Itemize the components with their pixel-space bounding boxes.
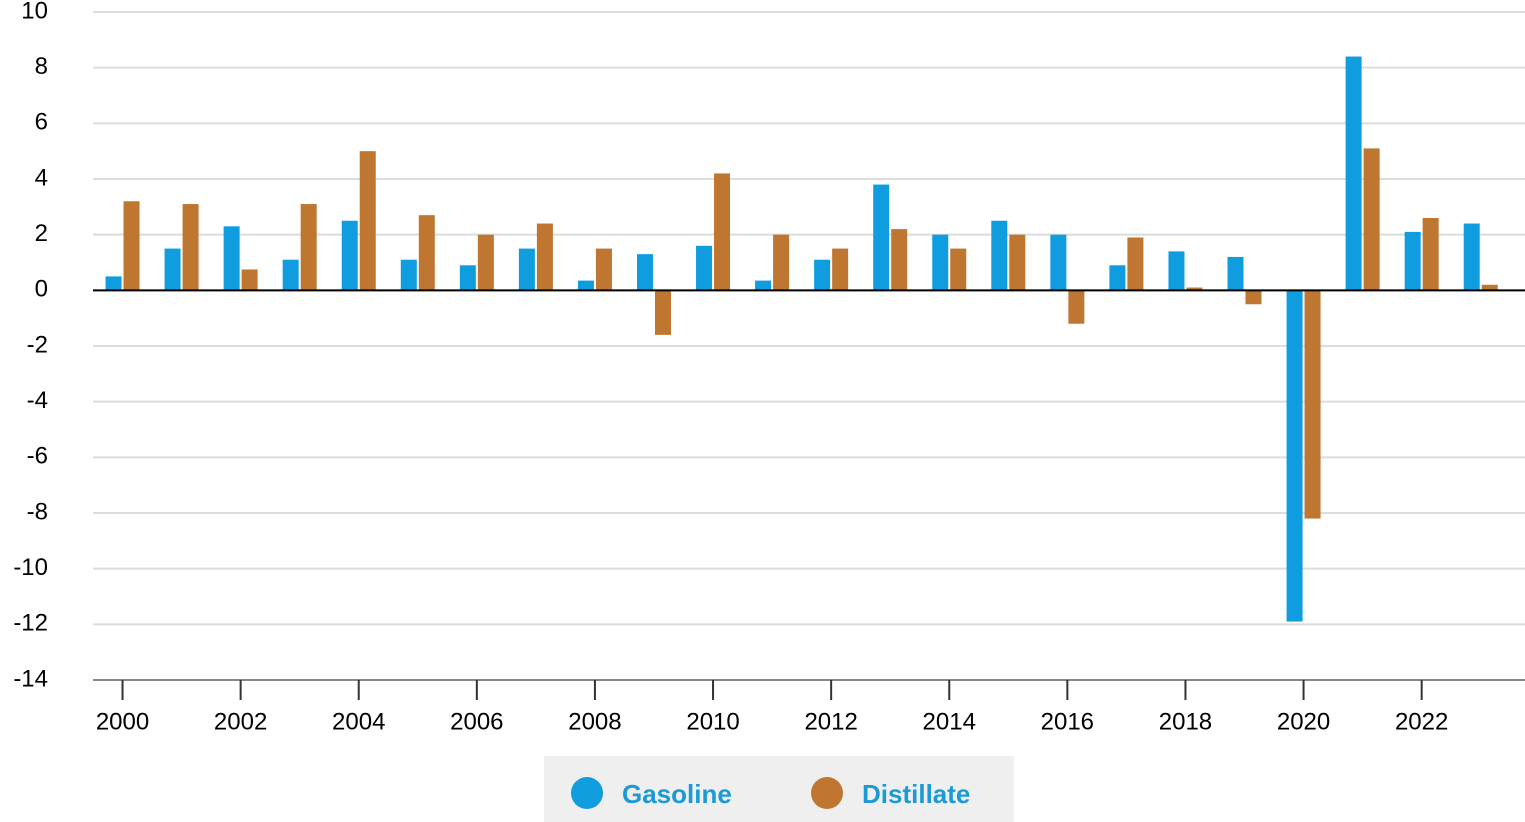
- bar: [773, 234, 790, 291]
- bar: [1304, 290, 1321, 519]
- bar: [1481, 284, 1498, 291]
- bar: [1109, 265, 1126, 291]
- bar: [477, 234, 494, 291]
- bar: [950, 248, 967, 291]
- bar: [654, 290, 671, 335]
- bar: [714, 173, 731, 291]
- bar: [1245, 290, 1262, 305]
- bar: [1127, 237, 1144, 291]
- bar: [1345, 56, 1362, 291]
- bar: [105, 276, 122, 291]
- bar: [595, 248, 612, 291]
- x-tick-label: 2020: [1277, 708, 1330, 735]
- bar: [418, 215, 435, 291]
- y-tick-label: 4: [35, 164, 48, 191]
- y-tick-label: -2: [27, 331, 48, 358]
- bar: [1286, 290, 1303, 622]
- y-tick-label: -8: [27, 498, 48, 525]
- bar: [1404, 231, 1421, 291]
- legend-label: Distillate: [862, 779, 970, 809]
- x-tick-label: 2008: [568, 708, 621, 735]
- bar: [873, 184, 890, 291]
- bar: [1463, 223, 1480, 291]
- bar: [932, 234, 949, 291]
- bar: [1227, 256, 1244, 291]
- x-tick-label: 2018: [1159, 708, 1212, 735]
- bar: [696, 245, 713, 291]
- x-tick-label: 2016: [1041, 708, 1094, 735]
- x-tick-label: 2002: [214, 708, 267, 735]
- bar: [282, 259, 299, 291]
- bar: [1186, 287, 1203, 291]
- bar: [182, 204, 199, 291]
- bar: [755, 280, 772, 291]
- y-tick-label: -12: [13, 610, 48, 637]
- x-tick-label: 2014: [923, 708, 976, 735]
- y-tick-label: 0: [35, 276, 48, 303]
- bar: [577, 280, 594, 291]
- x-tick-label: 2010: [686, 708, 739, 735]
- bar: [636, 254, 653, 291]
- bar: [991, 220, 1008, 291]
- bar: [1422, 217, 1439, 291]
- y-tick-label: 6: [35, 109, 48, 136]
- legend-swatch: [811, 777, 843, 809]
- bar: [400, 259, 417, 291]
- y-tick-label: 8: [35, 53, 48, 80]
- bar: [518, 248, 535, 291]
- bar: [459, 265, 476, 291]
- legend-box: [544, 756, 1014, 822]
- bar: [1168, 251, 1185, 291]
- bar: [1050, 234, 1067, 291]
- bar: [1009, 234, 1026, 291]
- legend-label: Gasoline: [622, 779, 732, 809]
- x-tick-label: 2006: [450, 708, 503, 735]
- bar: [341, 220, 358, 291]
- y-tick-label: -10: [13, 554, 48, 581]
- bar: [1068, 290, 1085, 324]
- bar: [300, 204, 317, 291]
- y-tick-label: 2: [35, 220, 48, 247]
- bar: [241, 269, 258, 291]
- x-tick-label: 2022: [1395, 708, 1448, 735]
- bar: [1363, 148, 1380, 291]
- bar: [223, 226, 240, 291]
- bar: [891, 229, 908, 291]
- bar: [814, 259, 831, 291]
- bar: [123, 201, 140, 291]
- bar: [832, 248, 849, 291]
- y-tick-label: -6: [27, 443, 48, 470]
- x-tick-label: 2012: [804, 708, 857, 735]
- bar: [536, 223, 553, 291]
- y-tick-label: -4: [27, 387, 48, 414]
- y-tick-label: 10: [21, 0, 48, 24]
- x-tick-label: 2004: [332, 708, 385, 735]
- y-tick-label: -14: [13, 665, 48, 692]
- legend-swatch: [571, 777, 603, 809]
- bar: [359, 151, 376, 291]
- bar: [164, 248, 181, 291]
- x-tick-label: 2000: [96, 708, 149, 735]
